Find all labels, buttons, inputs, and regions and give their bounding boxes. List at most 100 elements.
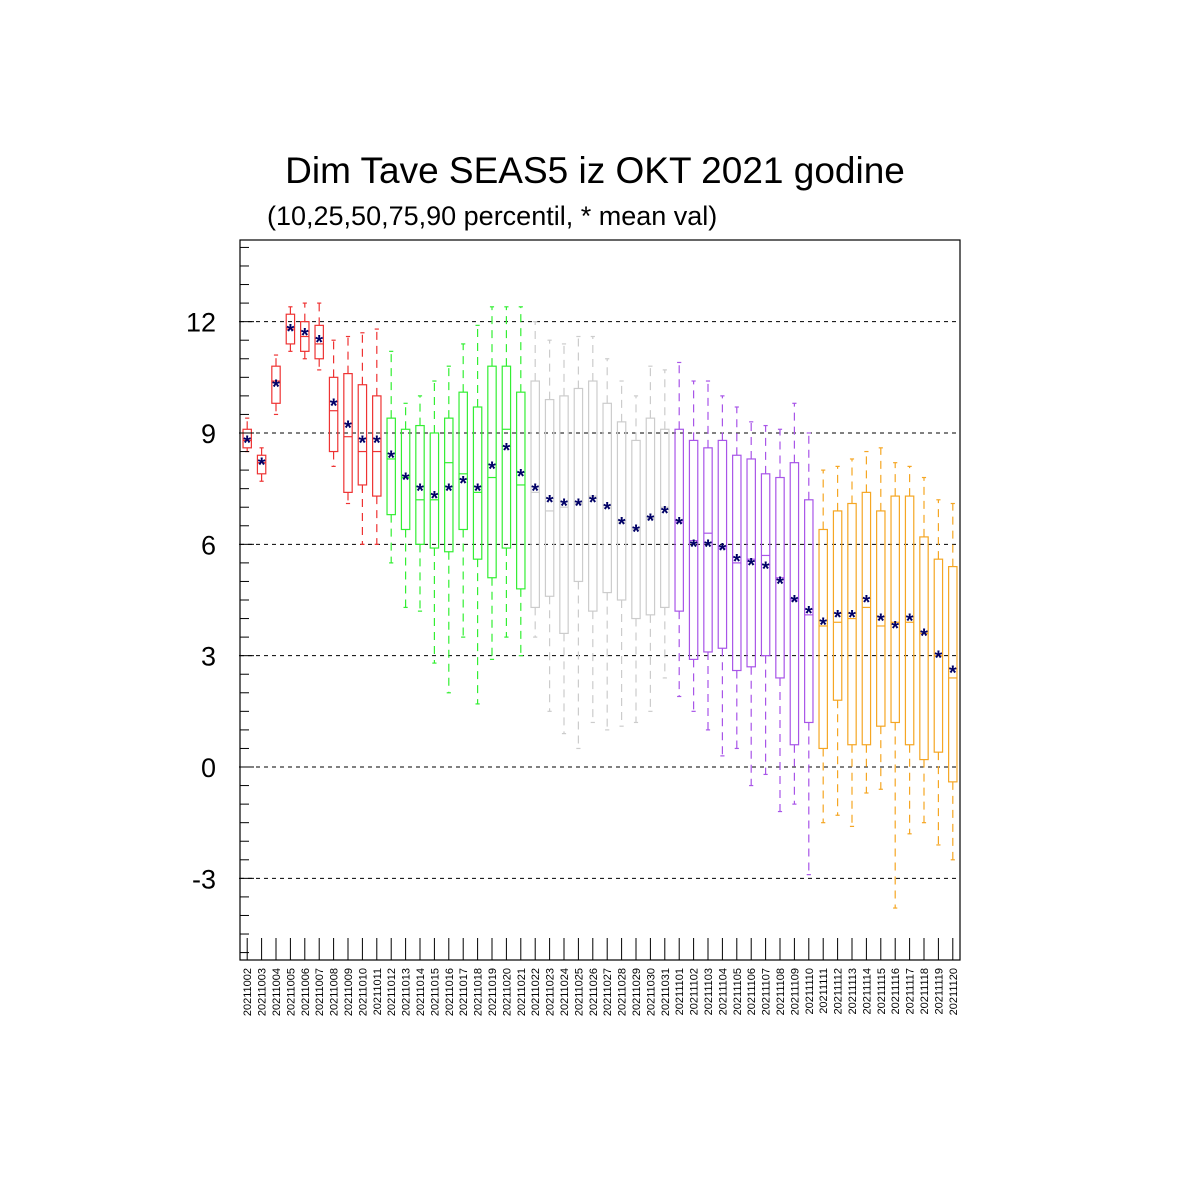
- mean-marker: *: [949, 663, 957, 685]
- box-20211018: [472, 324, 483, 705]
- box-20211106: [746, 421, 756, 787]
- box-20211026: [588, 335, 598, 724]
- box-iqr: [429, 432, 440, 549]
- box-20211015: [429, 380, 440, 664]
- plot-frame: [239, 239, 961, 961]
- mean-marker: *: [733, 551, 741, 573]
- chart-title: Dim Tave SEAS5 iz OKT 2021 godine: [285, 150, 905, 191]
- box-iqr: [328, 376, 339, 453]
- box-iqr: [645, 417, 656, 616]
- box-iqr: [876, 510, 886, 727]
- box-20211014: [415, 395, 425, 612]
- box-iqr: [818, 528, 828, 750]
- box-iqr: [804, 499, 814, 724]
- y-axis: -3 0 3 6 9 12: [186, 246, 254, 954]
- box-20211019: [487, 306, 497, 660]
- x-tick-label: 20211002: [242, 968, 254, 1016]
- box-20211011: [372, 328, 382, 545]
- box-iqr: [501, 365, 512, 549]
- x-tick-label: 20211101: [674, 968, 686, 1015]
- x-tick-label: 20211106: [746, 968, 758, 1015]
- box-20211107: [760, 424, 771, 776]
- box-20211022: [530, 321, 540, 638]
- box-20211114: [861, 450, 872, 794]
- mean-marker: *: [488, 458, 496, 480]
- box-20211002: [242, 417, 252, 453]
- mean-marker: *: [719, 540, 727, 562]
- mean-marker: *: [546, 492, 554, 514]
- mean-marker: *: [863, 592, 871, 614]
- x-tick-label: 20211117: [905, 968, 917, 1015]
- x-tick-label: 20211023: [545, 968, 557, 1016]
- box-iqr: [444, 417, 454, 553]
- x-tick-label: 20211115: [876, 968, 888, 1015]
- chart-subtitle: (10,25,50,75,90 percentil, * mean val): [267, 201, 718, 231]
- box-20211017: [458, 343, 468, 638]
- mean-marker: *: [445, 481, 453, 503]
- box-20211030: [645, 365, 656, 712]
- box-20211031: [660, 369, 670, 679]
- box-20211118: [919, 476, 929, 824]
- mean-marker: *: [920, 625, 928, 647]
- box-20211020: [501, 306, 512, 638]
- box-20211004: [271, 354, 281, 416]
- mean-marker: *: [618, 514, 626, 536]
- box-iqr: [602, 402, 612, 594]
- mean-marker: *: [675, 514, 683, 536]
- x-tick-label: 20211004: [271, 968, 283, 1016]
- mean-marker: *: [762, 559, 770, 581]
- x-tick-label: 20211026: [588, 968, 600, 1016]
- mean-marker: *: [848, 607, 856, 629]
- box-20211025: [573, 335, 584, 750]
- mean-marker: *: [359, 432, 367, 454]
- y-tick-label: 6: [201, 530, 216, 560]
- x-tick-label: 20211009: [343, 968, 355, 1016]
- x-tick-label: 20211102: [689, 968, 701, 1015]
- y-tick-label: 3: [201, 642, 216, 672]
- mean-marker: *: [459, 473, 467, 495]
- x-tick-label: 20211107: [761, 968, 773, 1015]
- x-tick-label: 20211011: [372, 968, 384, 1015]
- box-iqr: [760, 473, 771, 657]
- mean-marker: *: [272, 377, 280, 399]
- x-tick-label: 20211024: [559, 968, 571, 1016]
- box-20211111: [818, 469, 828, 824]
- box-iqr: [789, 462, 800, 746]
- box-20211003: [256, 447, 267, 482]
- x-tick-label: 20211109: [789, 968, 801, 1015]
- box-20211013: [400, 402, 411, 609]
- box-20211028: [616, 380, 627, 727]
- x-tick-label: 20211119: [933, 968, 945, 1015]
- x-tick-label: 20211007: [314, 968, 326, 1016]
- x-tick-label: 20211016: [444, 968, 456, 1016]
- mean-marker: *: [603, 499, 611, 521]
- mean-marker: *: [373, 432, 381, 454]
- box-iqr: [919, 536, 929, 761]
- mean-marker: *: [647, 510, 655, 532]
- box-series: [242, 302, 958, 909]
- mean-marker: *: [416, 481, 424, 503]
- box-20211113: [847, 458, 857, 827]
- mean-marker: *: [776, 573, 784, 595]
- x-tick-label: 20211108: [775, 968, 787, 1015]
- x-tick-label: 20211018: [473, 968, 485, 1016]
- x-tick-label: 20211020: [501, 968, 513, 1016]
- mean-marker: *: [690, 536, 698, 558]
- box-20211021: [516, 306, 526, 657]
- box-iqr: [516, 391, 526, 590]
- box-iqr: [544, 398, 555, 597]
- x-tick-label: 20211111: [818, 968, 830, 1014]
- box-iqr: [746, 458, 756, 668]
- x-tick-label: 20211030: [645, 968, 657, 1016]
- x-tick-label: 20211114: [861, 968, 873, 1015]
- mean-marker: *: [315, 332, 323, 354]
- x-tick-label: 20211113: [847, 968, 859, 1015]
- box-iqr: [573, 387, 584, 583]
- box-20211006: [300, 302, 310, 360]
- mean-marker: *: [704, 536, 712, 558]
- x-tick-label: 20211006: [300, 968, 312, 1016]
- box-20211104: [717, 395, 728, 757]
- box-iqr: [400, 428, 411, 531]
- mean-marker: *: [877, 611, 885, 633]
